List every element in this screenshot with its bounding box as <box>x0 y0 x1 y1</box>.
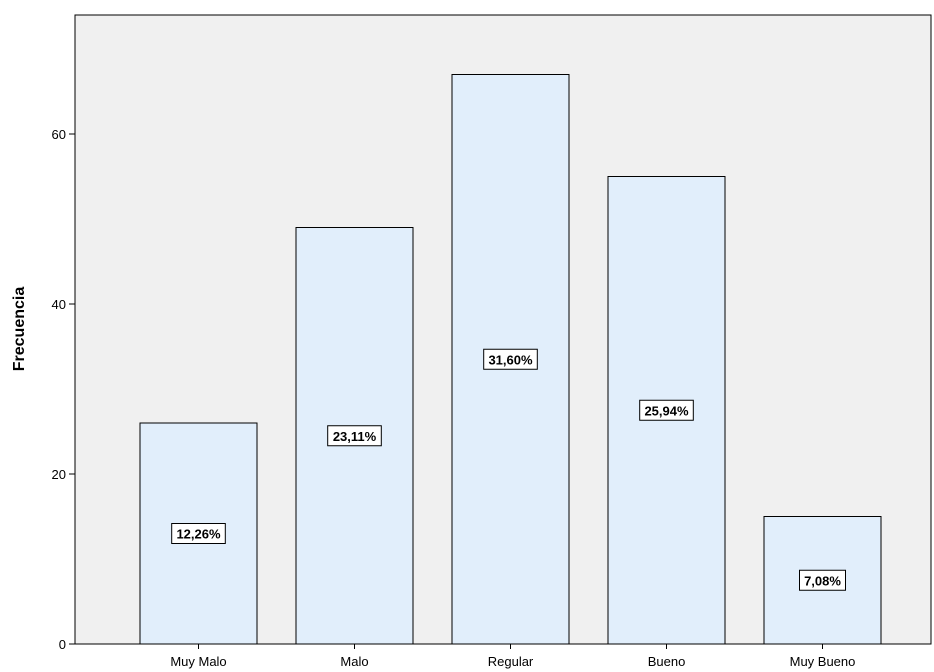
y-tick-label: 0 <box>59 637 66 652</box>
data-label: 25,94% <box>644 403 689 418</box>
y-tick-label: 40 <box>52 297 66 312</box>
y-axis-label: Frecuencia <box>11 287 28 372</box>
data-label: 12,26% <box>176 527 221 542</box>
x-tick-label: Bueno <box>648 654 686 669</box>
data-label: 31,60% <box>488 352 533 367</box>
x-tick-label: Muy Bueno <box>790 654 856 669</box>
x-tick-label: Malo <box>340 654 368 669</box>
data-label: 7,08% <box>804 573 841 588</box>
data-label-box <box>639 399 694 421</box>
data-label-box <box>799 569 846 591</box>
y-axis: 0 20 40 60 <box>52 127 75 652</box>
y-tick-label: 20 <box>52 467 66 482</box>
data-label-box <box>171 523 226 544</box>
x-tick-label: Muy Malo <box>170 654 226 669</box>
x-axis: Muy Malo Malo Regular Bueno Muy Bueno <box>170 644 855 669</box>
x-tick-label: Regular <box>488 654 534 669</box>
data-label: 23,11% <box>333 429 377 444</box>
y-tick-label: 60 <box>52 127 66 142</box>
data-label-box <box>483 348 538 370</box>
bars: 12,26% 23,11% 31,60% 25,94% 7,08% <box>139 74 882 645</box>
data-label-box <box>327 425 382 447</box>
